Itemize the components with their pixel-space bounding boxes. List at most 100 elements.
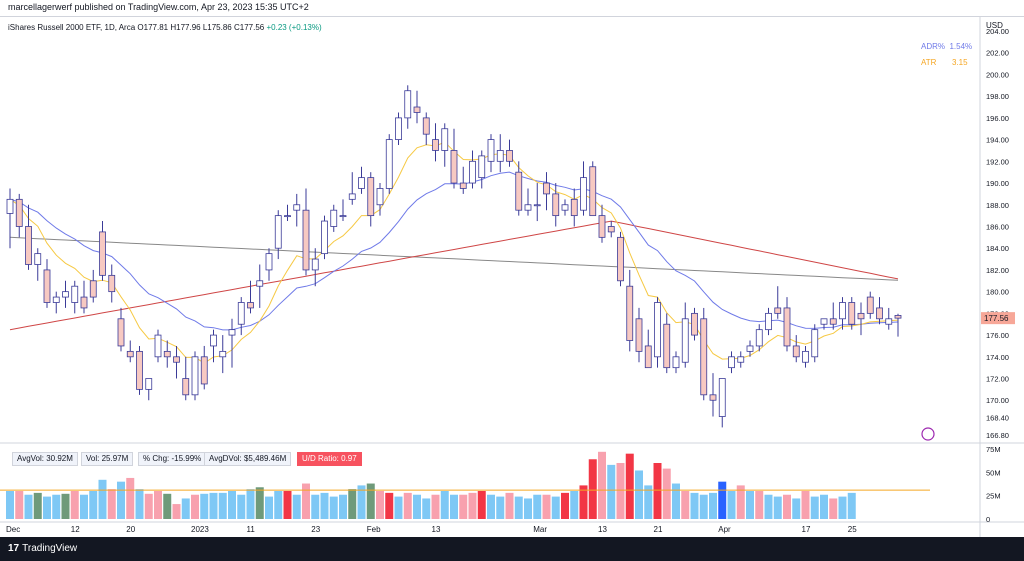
atr-label: ATR [921, 58, 937, 67]
volume-bar [209, 492, 218, 519]
candle-body [136, 350, 143, 390]
candle-body [367, 177, 375, 217]
price-tick-label: 196.00 [986, 114, 1009, 123]
ohlc-change: +0.23 (+0.13%) [266, 23, 322, 32]
ud-ratio-badge: U/D Ratio: 0.97 [297, 452, 362, 466]
candle-body [635, 318, 643, 352]
candle-body [746, 345, 754, 352]
atr-indicator: ATR 3.15 [921, 58, 968, 68]
candlestick-chart[interactable]: USD 166.80 168.40 170.00 172.00 174.00 176.00 1… [0, 17, 1024, 538]
volume-bar [505, 492, 514, 519]
volume-bar [135, 489, 144, 519]
candle-body [200, 356, 208, 385]
price-tick-label: 174.00 [986, 353, 1009, 362]
time-tick-label: 25 [848, 525, 857, 534]
candle-body [792, 345, 800, 358]
volume-bar [588, 459, 597, 519]
candle-body [811, 329, 819, 358]
candle-body [839, 302, 846, 320]
candle-body [681, 318, 689, 363]
candle-body [644, 345, 652, 369]
candle-body [737, 356, 745, 363]
volume-bar [598, 451, 606, 519]
volume-bar [672, 483, 680, 519]
volume-bar [163, 493, 172, 519]
candle-body [718, 378, 726, 417]
volume-bar [15, 491, 24, 519]
candle-body [469, 160, 476, 184]
volume-bar [616, 463, 625, 519]
sma-50-line [9, 220, 899, 331]
candle-body [802, 350, 809, 363]
adr-value: 1.54% [949, 42, 973, 51]
candle-body [700, 318, 708, 396]
candle-body [163, 350, 171, 358]
candle-body [663, 323, 671, 369]
volume-bar [773, 496, 782, 519]
volume-bar [487, 494, 495, 519]
candle-body [533, 204, 541, 207]
volume-bar [366, 483, 375, 519]
chart-frame[interactable]: USD 166.80 168.40 170.00 172.00 174.00 176.00 1… [0, 16, 1024, 539]
candle-body [182, 378, 190, 396]
candle-body [589, 166, 597, 217]
volume-bar [746, 491, 754, 519]
volume-bar [736, 485, 745, 519]
candle-body [210, 334, 217, 347]
volume-bar [699, 494, 708, 519]
candle-body [413, 106, 421, 113]
volume-bar [524, 498, 532, 519]
volume-bar [348, 489, 357, 519]
volume-bar [98, 479, 107, 519]
avgvol-badge: AvgVol: 30.92M [12, 452, 78, 466]
tradingview-logo[interactable]: 17 TradingView [8, 542, 77, 556]
volume-bar [228, 491, 236, 519]
volume-bar [357, 485, 366, 519]
candle-body [459, 182, 467, 189]
candle-body [626, 285, 634, 341]
volume-bar [311, 494, 320, 519]
volume-bar [144, 493, 153, 519]
candle-body [450, 150, 458, 184]
candle-body [62, 291, 69, 298]
lightning-icon [921, 427, 935, 441]
candle-body [829, 318, 837, 325]
candle-body [654, 302, 661, 358]
ema-21-line [9, 171, 899, 331]
volume-bar [838, 496, 847, 519]
candle-body [848, 302, 856, 325]
volume-bar [385, 492, 394, 519]
candle-body [404, 90, 412, 119]
time-tick-label: 2023 [191, 525, 209, 534]
candle-body [570, 198, 578, 217]
volume-bar [709, 492, 717, 519]
ohlc-high: H177.96 [170, 23, 201, 32]
volume-bar [265, 496, 273, 519]
volume-bar [107, 489, 116, 519]
time-tick-label: Feb [367, 525, 381, 534]
price-tick-label: 192.00 [986, 157, 1009, 166]
price-tick-label: 166.80 [986, 431, 1009, 440]
vol-badge: Vol: 25.97M [81, 452, 134, 466]
atr-value: 3.15 [951, 58, 968, 67]
time-tick-label: Apr [718, 525, 731, 534]
volume-bar [255, 487, 264, 519]
candle-body [247, 302, 254, 309]
volume-bar [117, 481, 125, 519]
candle-body [311, 258, 319, 271]
price-tick-label: 170.00 [986, 396, 1009, 405]
volume-bar [625, 453, 634, 519]
time-tick-label: 12 [71, 525, 80, 534]
volume-tick-label: 0 [986, 515, 990, 524]
candle-body [126, 350, 134, 358]
volume-bar [681, 491, 690, 519]
time-tick-label: 11 [247, 525, 256, 534]
publisher-header: marcellagerwerf published on TradingView… [0, 0, 1024, 14]
volume-bar [339, 494, 347, 519]
candle-body [617, 236, 624, 282]
candle-body [672, 356, 680, 369]
candle-body [515, 171, 523, 211]
volume-bar [801, 491, 810, 519]
volume-bar [292, 494, 301, 519]
volume-bar [376, 491, 384, 519]
